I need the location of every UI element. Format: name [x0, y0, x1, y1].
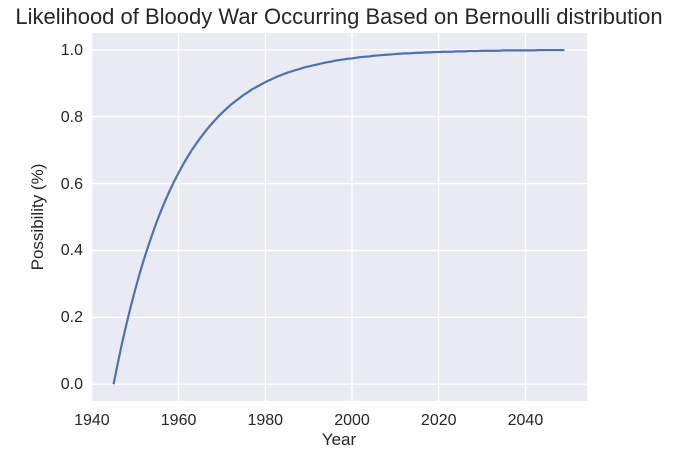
x-tick-label: 1980 [247, 412, 284, 429]
y-tick-label: 0.8 [60, 108, 83, 126]
x-tick-label: 1960 [160, 412, 197, 429]
y-tick-label: 0.0 [60, 376, 83, 394]
chart-title: Likelihood of Bloody War Occurring Based… [15, 4, 663, 29]
y-tick-label: 0.4 [60, 242, 83, 260]
series-line [112, 48, 565, 385]
x-axis-label: Year [321, 430, 357, 449]
y-tick-label: 0.6 [60, 175, 83, 193]
plot-area [91, 33, 587, 401]
y-tick-label: 0.2 [60, 309, 83, 327]
x-tick-label: 2000 [334, 412, 370, 429]
y-axis-label: Possibility (%) [28, 163, 47, 271]
x-tick-label: 2020 [420, 412, 457, 429]
y-tick-label: 1.0 [60, 41, 83, 59]
x-tick-label: 2040 [507, 412, 544, 429]
x-tick-label: 1940 [74, 412, 110, 429]
